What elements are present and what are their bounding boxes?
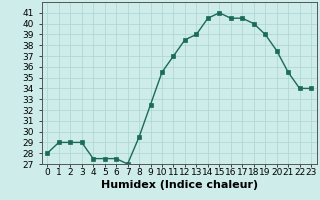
X-axis label: Humidex (Indice chaleur): Humidex (Indice chaleur) — [100, 180, 258, 190]
